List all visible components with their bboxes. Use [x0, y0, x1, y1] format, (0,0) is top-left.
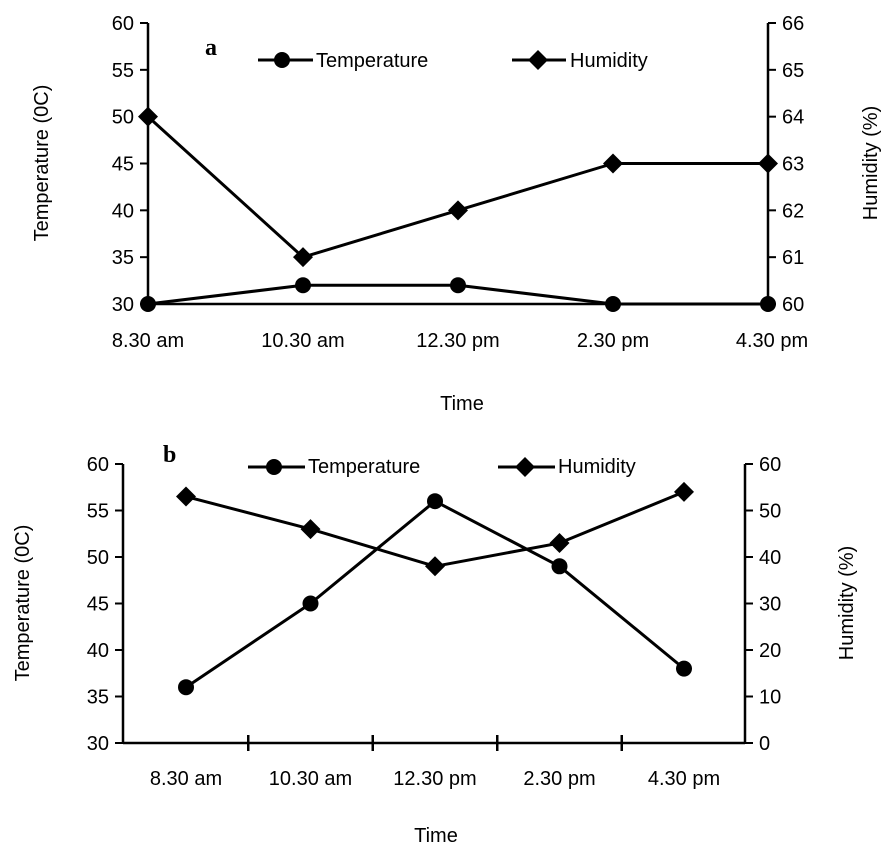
- panel-a-right-tick-label: 65: [782, 60, 804, 82]
- panel-a-temperature-point: [450, 277, 466, 294]
- panel-a-x-axis-label: Time: [440, 393, 484, 415]
- panel-b-humidity-point: [176, 486, 196, 507]
- panel-b-left-tick-label: 45: [87, 594, 109, 616]
- panel-b-x-tick-label: 10.30 am: [269, 768, 352, 790]
- panel-a-right-tick-label: 63: [782, 154, 804, 176]
- panel-b-letter: b: [163, 442, 176, 468]
- panel-b-temperature-point: [178, 679, 194, 696]
- panel-b-temperature-point: [676, 660, 692, 677]
- panel-b: b Temperature Humidity Temperature (0C) …: [12, 442, 858, 847]
- panel-a-right-tick-label: 61: [782, 247, 804, 269]
- panel-a-x-tick-label: 4.30 pm: [736, 330, 808, 352]
- panel-b-left-tick-label: 55: [87, 501, 109, 523]
- panel-a: a Temperature Humidity Temperature (0C) …: [31, 35, 882, 415]
- panel-b-temperature-point: [551, 558, 568, 575]
- panel-a-x-tick-label: 8.30 am: [112, 330, 184, 352]
- panel-b-right-tick-label: 60: [759, 454, 781, 476]
- panel-a-humidity-point: [758, 153, 778, 174]
- panel-a-legend-temperature-swatch-marker: [274, 52, 290, 68]
- panel-b-x-tick-label: 2.30 pm: [523, 768, 595, 790]
- panel-b-legend-humidity-swatch-marker: [515, 457, 535, 477]
- panel-b-y2-axis-label: Humidity (%): [836, 546, 858, 660]
- panel-a-y2-axis-label: Humidity (%): [860, 106, 882, 220]
- panel-a-temperature-point: [140, 296, 156, 312]
- panel-a-legend-humidity-label: Humidity: [570, 50, 648, 72]
- panel-b-humidity-point: [674, 481, 694, 502]
- panel-b-right-tick-label: 30: [759, 594, 781, 616]
- panel-b-x-axis-label: Time: [414, 825, 458, 847]
- panel-b-y-axis-label: Temperature (0C): [12, 525, 34, 682]
- panel-a-left-tick-label: 35: [112, 247, 134, 269]
- panel-a-humidity-point: [293, 247, 313, 268]
- panel-b-temperature-point: [302, 595, 319, 612]
- panel-b-humidity-point: [425, 556, 445, 577]
- panel-b-right-tick-label: 20: [759, 640, 781, 662]
- panel-b-plot: 30 35 40 45 50 55 60 0 10 20 30 40 50 60 8.30 am 10.30 …: [87, 454, 782, 790]
- panel-b-left-tick-label: 50: [87, 547, 109, 569]
- panel-b-right-tick-label: 0: [759, 733, 770, 755]
- panel-a-right-tick-label: 62: [782, 200, 804, 222]
- panel-b-legend-temperature-swatch-marker: [266, 459, 282, 475]
- panel-a-right-tick-label: 66: [782, 13, 804, 35]
- panel-a-left-tick-label: 30: [112, 294, 134, 316]
- panel-b-humidity-point: [549, 533, 570, 554]
- panel-a-x-tick-label: 10.30 am: [261, 330, 344, 352]
- panel-a-temperature-point: [760, 296, 776, 312]
- panel-b-left-tick-label: 60: [87, 454, 109, 476]
- panel-a-left-tick-label: 40: [112, 200, 134, 222]
- panel-a-y-axis-label: Temperature (0C): [31, 85, 53, 242]
- panel-a-legend-temperature-label: Temperature: [316, 50, 428, 72]
- panel-a-legend-humidity-swatch-marker: [528, 50, 548, 70]
- panel-a-right-tick-label: 64: [782, 107, 804, 129]
- panel-b-left-tick-label: 30: [87, 733, 109, 755]
- panel-b-humidity-point: [300, 519, 321, 540]
- panel-b-temperature-line: [185, 499, 685, 689]
- panel-b-legend-temperature-label: Temperature: [308, 456, 420, 478]
- panel-a-humidity-line: [146, 115, 768, 259]
- panel-a-x-tick-label: 12.30 pm: [416, 330, 499, 352]
- panel-a-temperature-point: [295, 277, 311, 294]
- panel-a-temperature-point: [605, 296, 621, 312]
- panel-b-x-tick-label: 8.30 am: [150, 768, 222, 790]
- panel-b-right-tick-label: 10: [759, 687, 781, 709]
- panel-a-left-tick-label: 50: [112, 107, 134, 129]
- panel-a-humidity-point: [448, 200, 468, 221]
- panel-b-x-tick-label: 12.30 pm: [393, 768, 476, 790]
- panel-a-left-tick-label: 55: [112, 60, 134, 82]
- panel-a-left-tick-label: 45: [112, 154, 134, 176]
- panel-b-right-tick-label: 40: [759, 547, 781, 569]
- panel-b-left-tick-label: 35: [87, 687, 109, 709]
- panel-b-legend-humidity-label: Humidity: [558, 456, 636, 478]
- panel-a-letter: a: [205, 35, 217, 61]
- panel-b-x-tick-label: 4.30 pm: [648, 768, 720, 790]
- panel-a-right-tick-label: 60: [782, 294, 804, 316]
- panel-b-left-tick-label: 40: [87, 640, 109, 662]
- panel-b-right-tick-label: 50: [759, 501, 781, 523]
- panel-a-x-tick-label: 2.30 pm: [577, 330, 649, 352]
- panel-a-humidity-point: [138, 106, 158, 127]
- panel-a-plot: 30 35 40 45 50 55 60 60 61 62 63 64 65 66 8.30 am 10.30…: [112, 13, 808, 352]
- panel-a-humidity-point: [603, 153, 623, 174]
- panel-b-temperature-point: [427, 493, 443, 510]
- panel-a-left-tick-label: 60: [112, 13, 134, 35]
